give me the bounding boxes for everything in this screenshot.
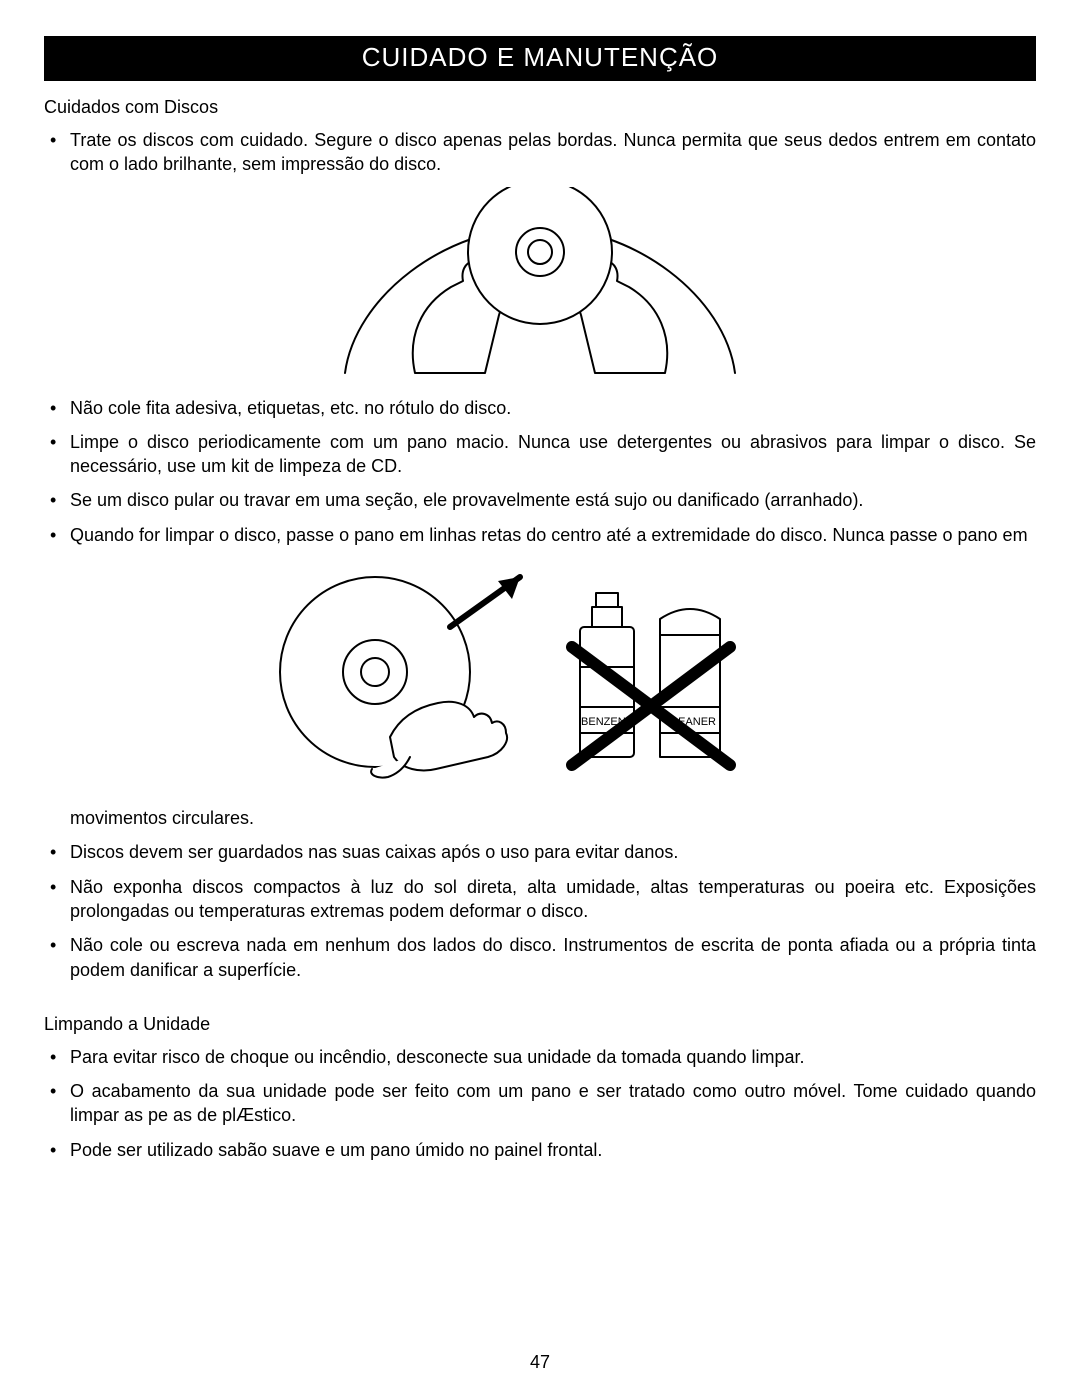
list-item: Não cole ou escreva nada em nenhum dos l… xyxy=(44,933,1036,982)
page-number: 47 xyxy=(0,1352,1080,1373)
list-item: O acabamento da sua unidade pode ser fei… xyxy=(44,1079,1036,1128)
discs-continuation: movimentos circulares. xyxy=(44,806,1036,830)
section-title: CUIDADO E MANUTENÇÃO xyxy=(362,42,719,72)
section-title-bar: CUIDADO E MANUTENÇÃO xyxy=(44,36,1036,81)
list-item: Se um disco pular ou travar em uma seção… xyxy=(44,488,1036,512)
list-item: Quando for limpar o disco, passe o pano … xyxy=(44,523,1036,547)
list-item: Discos devem ser guardados nas suas caix… xyxy=(44,840,1036,864)
hold-disc-illustration xyxy=(325,187,755,377)
figure-wipe-and-no-chemicals: BENZENE CLEANER xyxy=(44,557,1036,792)
cleaner-label: CLEANER xyxy=(664,716,716,728)
list-item: Limpe o disco periodicamente com um pano… xyxy=(44,430,1036,479)
benzene-label: BENZENE xyxy=(581,716,633,728)
discs-bullets-3: Discos devem ser guardados nas suas caix… xyxy=(44,840,1036,981)
figure-hold-disc xyxy=(44,187,1036,382)
discs-bullets-1: Trate os discos com cuidado. Segure o di… xyxy=(44,128,1036,177)
cleaning-bullets: Para evitar risco de choque ou incêndio,… xyxy=(44,1045,1036,1162)
list-item: Não cole fita adesiva, etiquetas, etc. n… xyxy=(44,396,1036,420)
list-item: Para evitar risco de choque ou incêndio,… xyxy=(44,1045,1036,1069)
list-item: Pode ser utilizado sabão suave e um pano… xyxy=(44,1138,1036,1162)
discs-bullets-2: Não cole fita adesiva, etiquetas, etc. n… xyxy=(44,396,1036,547)
cleaning-heading: Limpando a Unidade xyxy=(44,1014,1036,1035)
list-item: Trate os discos com cuidado. Segure o di… xyxy=(44,128,1036,177)
wipe-disc-illustration: BENZENE CLEANER xyxy=(260,557,820,787)
discs-heading: Cuidados com Discos xyxy=(44,97,1036,118)
manual-page: CUIDADO E MANUTENÇÃO Cuidados com Discos… xyxy=(0,0,1080,1397)
list-item: Não exponha discos compactos à luz do so… xyxy=(44,875,1036,924)
